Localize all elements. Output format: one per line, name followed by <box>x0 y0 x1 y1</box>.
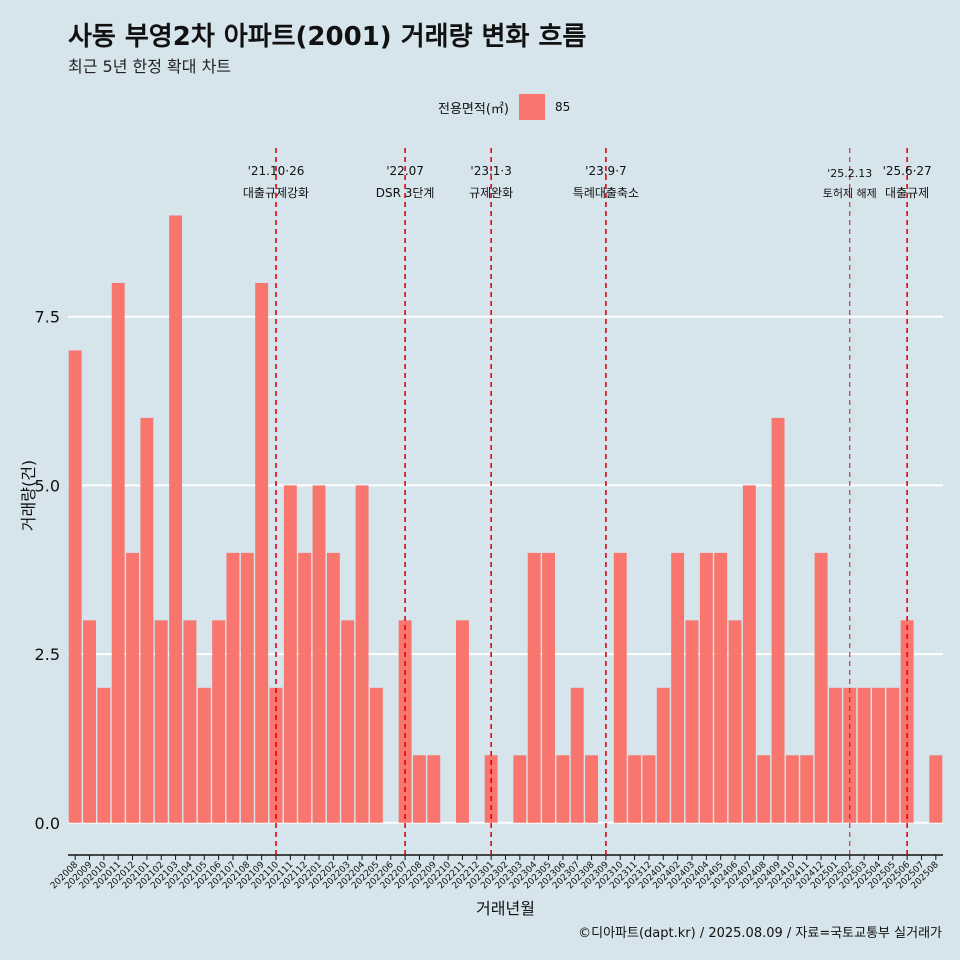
bar <box>369 687 383 823</box>
bar <box>771 417 785 823</box>
bar <box>169 215 183 823</box>
chart-title: 사동 부영2차 아파트(2001) 거래량 변화 흐름 <box>68 22 587 52</box>
event-date-label: '21.10·26 <box>248 164 305 178</box>
bar <box>427 755 441 823</box>
event-label: 대출규제강화 <box>243 186 309 200</box>
bar <box>857 687 871 823</box>
legend-swatch <box>518 94 545 120</box>
bar <box>255 282 269 823</box>
y-tick-label: 2.5 <box>35 645 60 664</box>
bar <box>714 552 728 823</box>
event-label: 특례대출축소 <box>573 186 639 200</box>
bar <box>226 552 240 823</box>
event-label: DSR 3단계 <box>376 186 435 200</box>
bar <box>412 755 426 823</box>
bar <box>140 417 154 823</box>
bar <box>671 552 685 823</box>
bar <box>197 687 211 823</box>
bar <box>527 552 541 823</box>
bar <box>298 552 312 823</box>
bar <box>699 552 713 823</box>
bar <box>154 620 168 823</box>
bar <box>326 552 340 823</box>
bar <box>183 620 197 823</box>
bar <box>312 485 326 823</box>
bar <box>728 620 742 823</box>
bar <box>355 485 369 823</box>
legend-entry: 85 <box>554 100 571 114</box>
bar <box>656 687 670 823</box>
event-date-label: '23.1·3 <box>470 164 511 178</box>
bar <box>628 755 642 823</box>
bar <box>742 485 756 823</box>
bar <box>800 755 814 823</box>
bar <box>513 755 527 823</box>
bar <box>886 687 900 823</box>
y-tick-label: 7.5 <box>35 308 60 327</box>
bar <box>929 755 943 823</box>
bar <box>828 687 842 823</box>
event-label: 대출규제 <box>885 186 929 200</box>
bar <box>542 552 555 823</box>
bar <box>456 620 469 823</box>
bar <box>398 620 412 823</box>
bar <box>97 687 111 823</box>
bar <box>785 755 799 823</box>
bar <box>757 755 771 823</box>
event-label: 규제완화 <box>469 186 513 200</box>
bar <box>240 552 254 823</box>
x-axis-title: 거래년월 <box>476 899 535 918</box>
event-date-label: '25.6·27 <box>883 164 932 178</box>
chart-subtitle: 최근 5년 한정 확대 차트 <box>68 57 232 76</box>
bar <box>814 552 828 823</box>
bar <box>642 755 656 823</box>
bar <box>83 620 96 823</box>
y-tick-label: 5.0 <box>35 476 60 495</box>
source-caption: ©디아파트(dapt.kr) / 2025.08.09 / 자료=국토교통부 실… <box>578 926 942 941</box>
legend: 전용면적(㎡) 85 <box>438 94 570 120</box>
event-date-label: '23.9·7 <box>585 164 626 178</box>
bar <box>126 552 140 823</box>
y-tick-label: 0.0 <box>35 814 60 833</box>
bar <box>212 620 226 823</box>
bar <box>613 552 627 823</box>
bar <box>341 620 355 823</box>
bar <box>900 620 914 823</box>
bar <box>570 687 584 823</box>
event-date-label: '22.07 <box>386 164 424 178</box>
bar <box>68 350 82 823</box>
legend-title: 전용면적(㎡) <box>438 101 509 117</box>
event-label: 토허제 해제 <box>823 186 877 200</box>
bar <box>585 755 599 823</box>
bar <box>685 620 699 823</box>
bar <box>111 282 125 823</box>
bar <box>871 687 885 823</box>
bar <box>283 485 297 823</box>
y-axis-title: 거래량(건) <box>19 460 38 531</box>
event-date-label: '25.2.13 <box>827 167 872 180</box>
bar <box>556 755 570 823</box>
